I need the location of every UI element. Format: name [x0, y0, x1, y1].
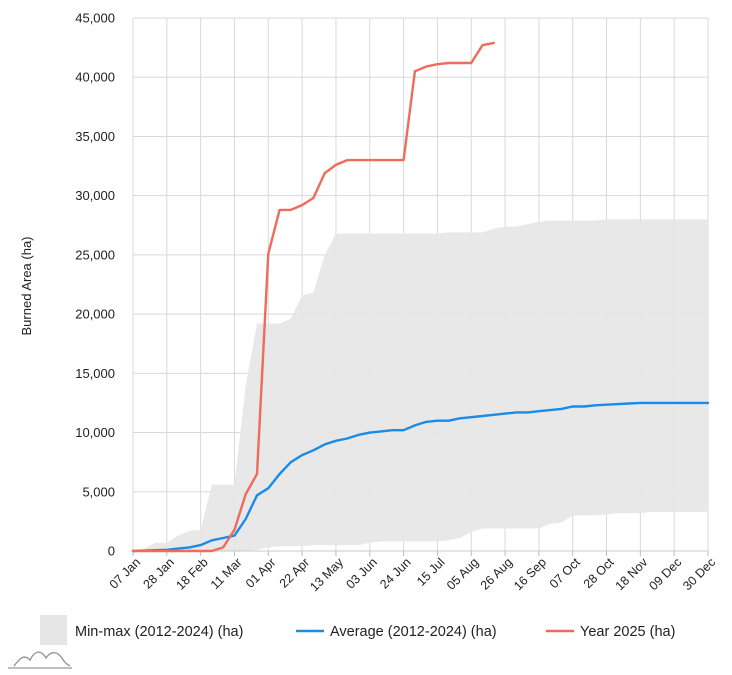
- x-tick-label: 07 Jan: [107, 555, 143, 591]
- legend-swatch-minmax: [40, 615, 67, 645]
- y-tick-label: 15,000: [75, 366, 115, 381]
- y-tick-labels: 0 5,000 10,000 15,000 20,000 25,000 30,000 35,0…: [75, 11, 115, 559]
- x-tick-label: 11 Mar: [208, 555, 245, 592]
- x-tick-label: 28 Jan: [141, 555, 177, 591]
- legend-label: Average (2012-2024) (ha): [330, 624, 497, 640]
- axis-layer: [132, 550, 709, 556]
- legend-label: Min-max (2012-2024) (ha): [75, 624, 243, 640]
- x-tick-label: 18 Nov: [613, 555, 651, 593]
- y-tick-label: 35,000: [75, 129, 115, 144]
- brand-logo: [8, 651, 72, 669]
- x-tick-label: 18 Feb: [173, 555, 210, 592]
- x-tick-label: 28 Oct: [581, 555, 617, 591]
- y-tick-label: 5,000: [82, 484, 115, 499]
- y-tick-label: 40,000: [75, 70, 115, 85]
- x-tick-label: 03 Jun: [343, 555, 379, 591]
- y-tick-label: 10,000: [75, 425, 115, 440]
- y-axis-label: Burned Area (ha): [19, 236, 34, 335]
- x-tick-label: 05 Aug: [444, 555, 481, 592]
- x-tick-label: 16 Sep: [511, 555, 549, 593]
- minmax-band: [133, 219, 708, 551]
- x-tick-label: 30 Dec: [680, 555, 718, 593]
- y-tick-label: 45,000: [75, 11, 115, 26]
- x-tick-label: 15 Jul: [414, 555, 447, 588]
- minmax-band-layer: [133, 219, 708, 551]
- x-tick-label: 01 Apr: [243, 555, 278, 590]
- legend-label: Year 2025 (ha): [580, 624, 675, 640]
- y-tick-label: 0: [108, 544, 115, 559]
- legend: Min-max (2012-2024) (ha) Average (2012-20…: [40, 615, 675, 645]
- x-tick-label: 09 Dec: [646, 555, 684, 593]
- y-tick-label: 20,000: [75, 307, 115, 322]
- x-tick-label: 24 Jun: [377, 555, 413, 591]
- x-tick-label: 26 Aug: [478, 555, 515, 592]
- x-tick-label: 07 Oct: [547, 555, 583, 591]
- x-tick-label: 13 May: [307, 555, 346, 594]
- y-tick-label: 30,000: [75, 188, 115, 203]
- y-tick-label: 25,000: [75, 247, 115, 262]
- series-line-layer: [131, 41, 710, 553]
